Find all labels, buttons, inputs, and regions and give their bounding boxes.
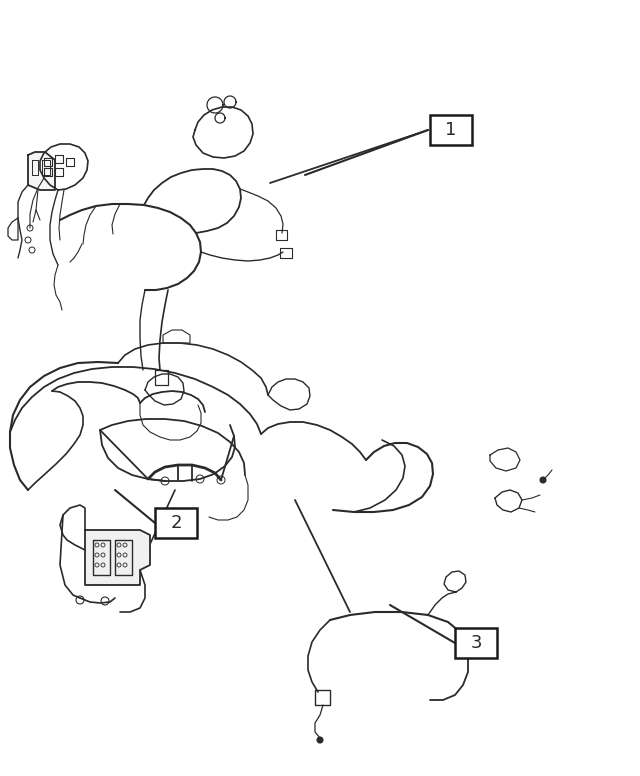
FancyBboxPatch shape: [155, 508, 197, 538]
FancyBboxPatch shape: [455, 628, 497, 658]
FancyBboxPatch shape: [430, 115, 472, 145]
Polygon shape: [85, 530, 150, 585]
Text: 3: 3: [470, 634, 482, 652]
Text: 1: 1: [445, 121, 457, 139]
Text: 2: 2: [170, 514, 182, 532]
Polygon shape: [28, 152, 55, 190]
Circle shape: [540, 477, 546, 483]
Circle shape: [317, 737, 323, 743]
